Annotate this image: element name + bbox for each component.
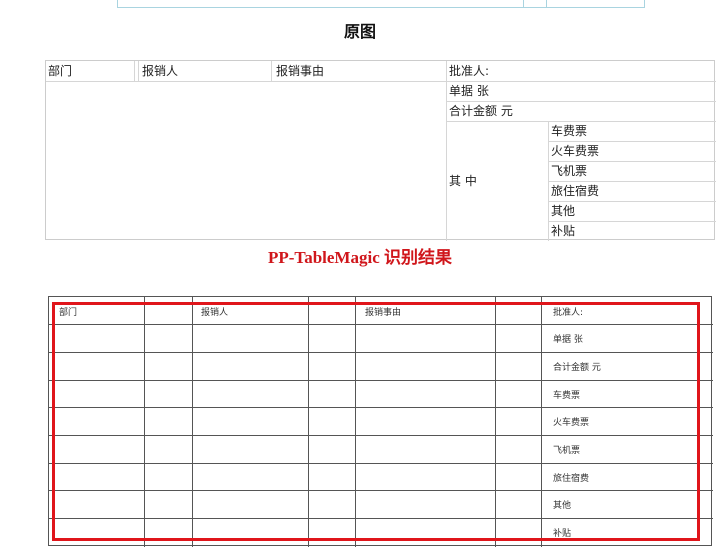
cell: 车费票 [553, 390, 581, 401]
row-divider [49, 380, 713, 381]
header-cell: 报销人 [201, 308, 229, 318]
group-label: 其 中 [449, 174, 477, 188]
cell: 火车费票 [553, 418, 590, 428]
column-divider [144, 297, 145, 547]
detection-box [52, 302, 700, 541]
cell: 合计金额 元 [449, 104, 513, 118]
cell: 旅住宿费 [551, 184, 600, 198]
result-table: 部门 报销人 报销事由 批准人: 单据 张合计金额 元车费票火车费票飞机票旅住宿费其他补… [48, 296, 713, 547]
original-table: 部门 报销人 报销事由 批准人: 单据 张合计金额 元其 中 车费票火车费票飞机票旅住宿费… [45, 60, 716, 241]
row-divider [548, 201, 716, 202]
cell: 其他 [551, 204, 576, 218]
cell: 补贴 [553, 529, 572, 539]
column-divider [446, 61, 447, 241]
cell: 车费票 [551, 124, 588, 138]
row-divider [548, 221, 716, 222]
row-divider [49, 407, 713, 408]
header-cell: 报销事由 [365, 308, 402, 318]
column-divider [134, 61, 135, 81]
cell: 单据 张 [553, 335, 583, 345]
column-divider [308, 297, 309, 547]
cell: 补贴 [551, 224, 576, 238]
header-cell: 批准人: [449, 64, 490, 78]
column-divider [271, 61, 272, 81]
column-divider [495, 297, 496, 547]
column-divider [355, 297, 356, 547]
row-divider [548, 181, 716, 182]
row-divider [548, 161, 716, 162]
cell: 批准人: [553, 308, 584, 318]
row-divider [548, 141, 716, 142]
row-divider [49, 490, 713, 491]
header-cell: 部门 [59, 308, 78, 318]
column-divider [138, 61, 139, 81]
result-label: PP-TableMagic 识别结果 [268, 248, 452, 267]
row-divider [49, 435, 713, 436]
row-divider [446, 101, 716, 102]
cell: 合计金额 元 [553, 363, 601, 373]
cell: 火车费票 [551, 144, 600, 158]
cell: 单据 张 [449, 84, 489, 98]
previous-table-fragment [117, 0, 645, 8]
original-label: 原图 [343, 22, 376, 41]
row-divider [49, 324, 713, 325]
cell: 飞机票 [553, 446, 581, 456]
row-divider [446, 121, 716, 122]
cell: 旅住宿费 [553, 473, 590, 484]
header-cell: 报销事由 [276, 64, 325, 78]
row-divider [49, 463, 713, 464]
column-divider [192, 297, 193, 547]
row-divider [49, 352, 713, 353]
cell: 飞机票 [551, 164, 588, 178]
row-divider [46, 81, 716, 82]
cell: 其他 [553, 501, 572, 511]
header-cell: 部门 [48, 64, 73, 78]
header-cell: 报销人 [142, 64, 179, 78]
row-divider [49, 518, 713, 519]
column-divider [541, 297, 542, 547]
